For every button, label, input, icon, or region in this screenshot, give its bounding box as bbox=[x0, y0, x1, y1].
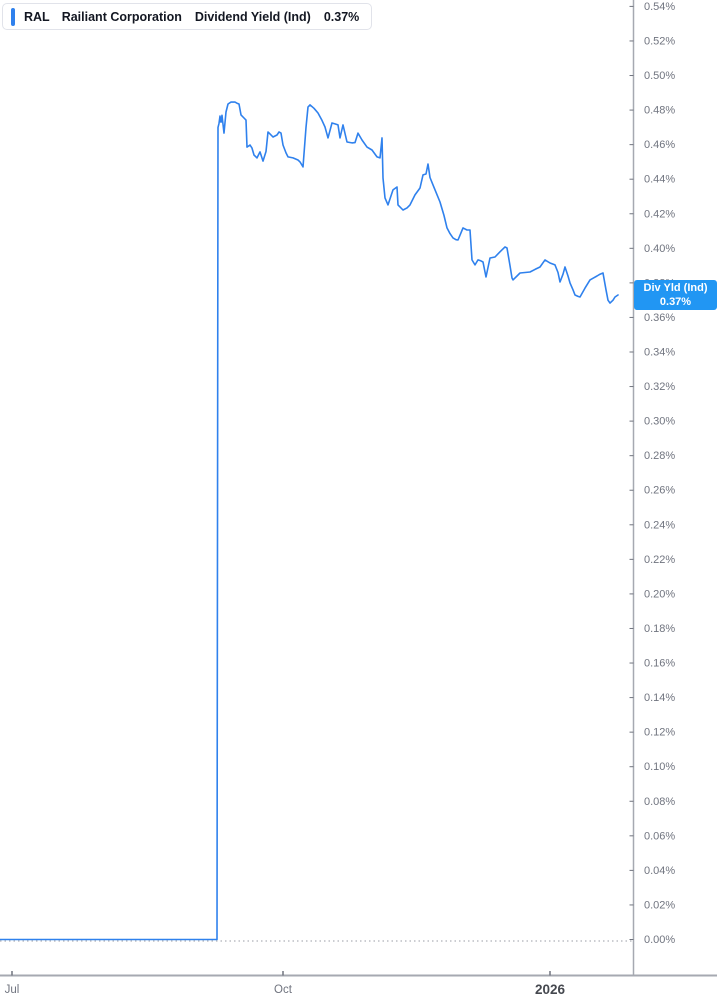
legend[interactable]: RAL Railiant Corporation Dividend Yield … bbox=[2, 3, 373, 30]
y-tick-label: 0.10% bbox=[644, 761, 675, 773]
y-tick-label: 0.36% bbox=[644, 312, 675, 324]
y-tick-label: 0.04% bbox=[644, 865, 675, 877]
y-tick-label: 0.24% bbox=[644, 519, 675, 531]
y-tick-label: 0.46% bbox=[644, 139, 675, 151]
y-tick-label: 0.22% bbox=[644, 554, 675, 566]
y-tick-label: 0.42% bbox=[644, 208, 675, 220]
y-tick-label: 0.50% bbox=[644, 70, 675, 82]
y-tick-label: 0.28% bbox=[644, 450, 675, 462]
y-tick-label: 0.20% bbox=[644, 588, 675, 600]
dividend-yield-line bbox=[0, 101, 619, 941]
y-tick-label: 0.48% bbox=[644, 105, 675, 117]
y-tick-label: 0.06% bbox=[644, 830, 675, 842]
price-label-value: 0.37% bbox=[659, 296, 692, 308]
y-tick-label: 0.44% bbox=[644, 174, 675, 186]
price-axis-label[interactable]: Div Yld (Ind) 0.37% bbox=[634, 280, 717, 310]
y-tick-label: 0.40% bbox=[644, 243, 675, 255]
x-tick-label: Oct bbox=[274, 984, 293, 996]
price-label-name: Div Yld (Ind) bbox=[643, 282, 708, 294]
y-tick-label: 0.12% bbox=[644, 727, 675, 739]
y-tick-label: 0.18% bbox=[644, 623, 675, 635]
y-tick-label: 0.14% bbox=[644, 692, 675, 704]
legend-value: 0.37% bbox=[323, 9, 360, 24]
price-scale[interactable]: 0.54% 0.52% 0.50% 0.48% 0.46% 0.44% 0.42% 0.40%… bbox=[629, 1, 676, 946]
y-tick-label: 0.54% bbox=[644, 1, 675, 13]
y-tick-label: 0.34% bbox=[644, 346, 675, 358]
y-tick-label: 0.30% bbox=[644, 416, 675, 428]
y-tick-label: 0.02% bbox=[644, 899, 675, 911]
legend-accent-bar bbox=[11, 7, 15, 26]
time-scale[interactable]: Jul Oct 2026 bbox=[5, 971, 566, 997]
y-tick-label: 0.32% bbox=[644, 381, 675, 393]
series-group bbox=[0, 101, 619, 941]
legend-company: Railiant Corporation bbox=[61, 9, 182, 24]
axis-lines-group bbox=[0, 0, 717, 977]
y-tick-label: 0.26% bbox=[644, 485, 675, 497]
y-tick-label: 0.16% bbox=[644, 658, 675, 670]
x-tick-label: Jul bbox=[5, 984, 20, 996]
legend-indicator: Dividend Yield (Ind) bbox=[194, 9, 311, 24]
x-tick-label: 2026 bbox=[535, 982, 566, 997]
y-tick-label: 0.52% bbox=[644, 35, 675, 47]
y-tick-label: 0.00% bbox=[644, 934, 675, 946]
y-tick-label: 0.08% bbox=[644, 796, 675, 808]
legend-ticker: RAL bbox=[24, 9, 50, 24]
